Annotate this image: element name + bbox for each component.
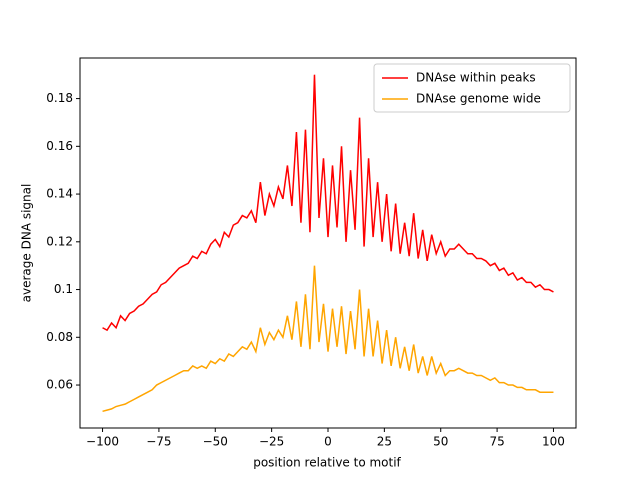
y-tick-label: 0.16 xyxy=(46,139,73,153)
plot-frame xyxy=(79,57,577,429)
x-tick-label: 25 xyxy=(377,435,392,449)
x-tick-label: −25 xyxy=(259,435,284,449)
y-tick-label: 0.12 xyxy=(46,234,73,248)
y-tick-label: 0.18 xyxy=(46,91,73,105)
line-series xyxy=(102,74,554,332)
x-tick-label: 100 xyxy=(542,435,565,449)
legend-label: DNAse genome wide xyxy=(416,92,541,106)
x-tick-label: 50 xyxy=(433,435,448,449)
y-tick-label: 0.1 xyxy=(54,282,73,296)
x-tick-label: 0 xyxy=(324,435,332,449)
line-series xyxy=(102,265,554,413)
x-tick-label: −50 xyxy=(203,435,228,449)
legend-label: DNAse within peaks xyxy=(416,71,536,85)
y-axis-label: average DNA signal xyxy=(20,184,34,303)
x-tick-label: −100 xyxy=(86,435,119,449)
x-axis-label: position relative to motif xyxy=(253,456,401,470)
legend-box xyxy=(373,63,571,113)
y-tick-label: 0.08 xyxy=(46,330,73,344)
y-tick-label: 0.06 xyxy=(46,378,73,392)
x-tick-label: −75 xyxy=(146,435,171,449)
x-tick-label: 75 xyxy=(489,435,504,449)
y-tick-label: 0.14 xyxy=(46,187,73,201)
